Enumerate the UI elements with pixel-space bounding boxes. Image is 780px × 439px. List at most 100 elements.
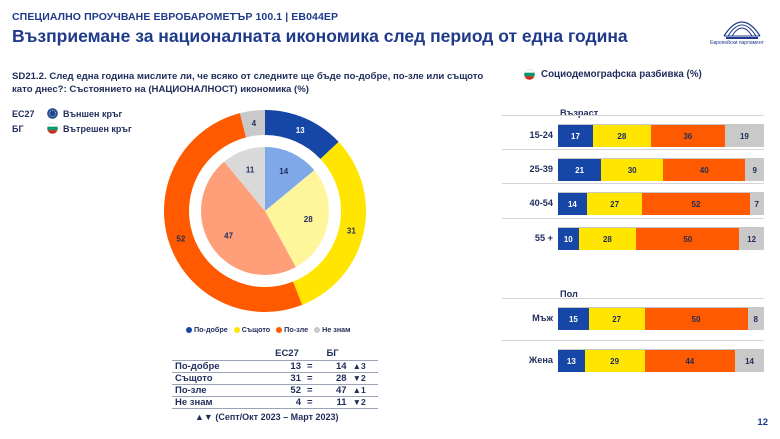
ring-legend-label: Външен кръг (63, 108, 123, 119)
table-row: По-зле 52 = 47 ▲1 (172, 384, 378, 397)
bar-segment-worse: 50 (644, 308, 748, 330)
bar-segment-same: 27 (588, 308, 645, 330)
row-divider (502, 218, 764, 219)
bg-value: 14 (335, 361, 347, 372)
bar-segment-worse: 36 (650, 125, 725, 147)
bar-segment-better: 14 (558, 193, 587, 215)
ring-legend-label: Вътрешен кръг (63, 123, 132, 134)
legend-item-same: Същото (233, 325, 271, 334)
bar-segment-better: 10 (558, 228, 579, 250)
equals-sign: = (307, 385, 313, 396)
legend-item-worse: По-зле (276, 325, 308, 334)
stacked-bar: 14 27 52 7 (558, 192, 764, 215)
equals-sign: = (307, 397, 313, 408)
bg-inner-slice-better (265, 147, 315, 211)
legend-item-better: По-добре (186, 325, 228, 334)
legend-label: По-зле (284, 325, 309, 334)
eu-value: 31 (290, 373, 301, 384)
stacked-bar: 21 30 40 9 (558, 158, 764, 181)
bg-value: 11 (336, 397, 347, 408)
bar-segment-dont-know: 8 (747, 308, 764, 330)
bar-segment-same: 28 (593, 125, 651, 147)
eu-outer-label-dont-know: 4 (252, 119, 257, 128)
bar-segment-same: 28 (578, 228, 637, 250)
table-header-row: ЕС27 БГ (172, 348, 378, 361)
bg-inner-slice-worse (200, 161, 296, 275)
stacked-bar: 13 29 44 14 (558, 349, 764, 372)
socio-title: Социодемографска разбивка (%) (524, 69, 702, 80)
page-number: 12 (757, 417, 768, 428)
bar-segment-dont-know: 12 (739, 228, 764, 250)
category-legend: По-добре Същото По-зле Не знам (186, 325, 351, 334)
ring-legend: ЕС27 Външен кръг БГ Вътрешен кръг (12, 106, 132, 136)
comparison-table: ЕС27 БГ По-добре 13 = 14 ▲3 Същото 31 = … (172, 348, 378, 409)
bg-inner-label-same: 28 (304, 215, 313, 224)
row-divider (502, 183, 764, 184)
table-header-empty (172, 348, 270, 361)
bg-inner-slice-dont-know (224, 147, 265, 211)
stacked-bar: 10 28 50 12 (558, 227, 764, 250)
legend-label: Същото (241, 325, 271, 334)
table-row: По-добре 13 = 14 ▲3 (172, 360, 378, 373)
table-header-eu: ЕС27 (275, 348, 299, 359)
legend-swatch (186, 326, 192, 333)
eu-flag-icon (44, 108, 60, 119)
bar-segment-dont-know: 14 (735, 350, 764, 372)
legend-item-dont-know: Не знам (314, 325, 351, 334)
age-group-title: Възраст (560, 108, 599, 118)
gender-group-title: Пол (560, 289, 578, 299)
eu-outer-slice-same (292, 141, 366, 305)
bar-category-label: 25-39 (529, 164, 554, 174)
table-row: Същото 31 = 28 ▼2 (172, 372, 378, 385)
table-row: Не знам 4 = 11 ▼2 (172, 396, 378, 409)
bg-inner-label-better: 14 (279, 167, 288, 176)
row-divider (502, 149, 764, 150)
eu-outer-slice-dont-know (239, 110, 265, 138)
socio-title-text: Социодемографска разбивка (%) (541, 69, 702, 80)
delta-value: ▲1 (352, 385, 366, 395)
row-divider (502, 115, 764, 116)
table-header-empty (304, 348, 316, 361)
bar-category-label: 55 + (534, 233, 553, 243)
eu-outer-slice-better (265, 110, 339, 159)
bar-segment-worse: 50 (636, 228, 740, 250)
equals-sign: = (307, 361, 313, 372)
stacked-bar: 15 27 50 8 (558, 307, 764, 330)
row-label: По-зле (175, 385, 207, 396)
eu-value: 4 (295, 397, 301, 408)
footnote: ▲▼ (Септ/Окт 2023 – Март 2023) (195, 412, 339, 422)
bar-category-label: 15-24 (529, 130, 554, 140)
eu-outer-slice-worse (163, 113, 303, 313)
row-divider (502, 340, 764, 341)
bar-segment-same: 27 (586, 193, 643, 215)
row-label: По-добре (175, 361, 220, 372)
ring-legend-code: БГ (12, 123, 24, 134)
equals-sign: = (307, 373, 313, 384)
table-header-bg: БГ (326, 348, 339, 359)
bar-category-label: 40-54 (529, 198, 554, 208)
row-divider (502, 298, 764, 299)
delta-value: ▼2 (352, 397, 366, 407)
ring-legend-outer: ЕС27 Външен кръг (12, 106, 132, 121)
legend-label: По-добре (194, 325, 228, 334)
legend-swatch (276, 326, 283, 333)
delta-value: ▲3 (352, 361, 366, 371)
bar-category-label: Мъж (532, 313, 553, 323)
stacked-bar: 17 28 36 19 (558, 124, 764, 147)
eu-outer-label-worse: 52 (176, 234, 185, 243)
bar-segment-better: 21 (558, 159, 602, 181)
european-parliament-logo-icon (723, 21, 761, 39)
bg-value: 47 (335, 385, 347, 396)
bulgaria-flag-icon (524, 69, 535, 80)
bar-segment-same: 29 (584, 350, 645, 372)
delta-value: ▼2 (352, 373, 366, 383)
bar-segment-worse: 40 (663, 159, 746, 181)
legend-swatch (233, 326, 240, 333)
logo-caption: Европейски парламент (710, 40, 764, 46)
bg-value: 28 (335, 373, 347, 384)
legend-label: Не знам (322, 325, 351, 334)
bar-segment-worse: 44 (644, 350, 736, 372)
legend-swatch (314, 326, 321, 333)
donut-chart: 13 31 52 4 14 28 47 11 (163, 110, 366, 313)
bar-segment-better: 13 (558, 350, 585, 372)
